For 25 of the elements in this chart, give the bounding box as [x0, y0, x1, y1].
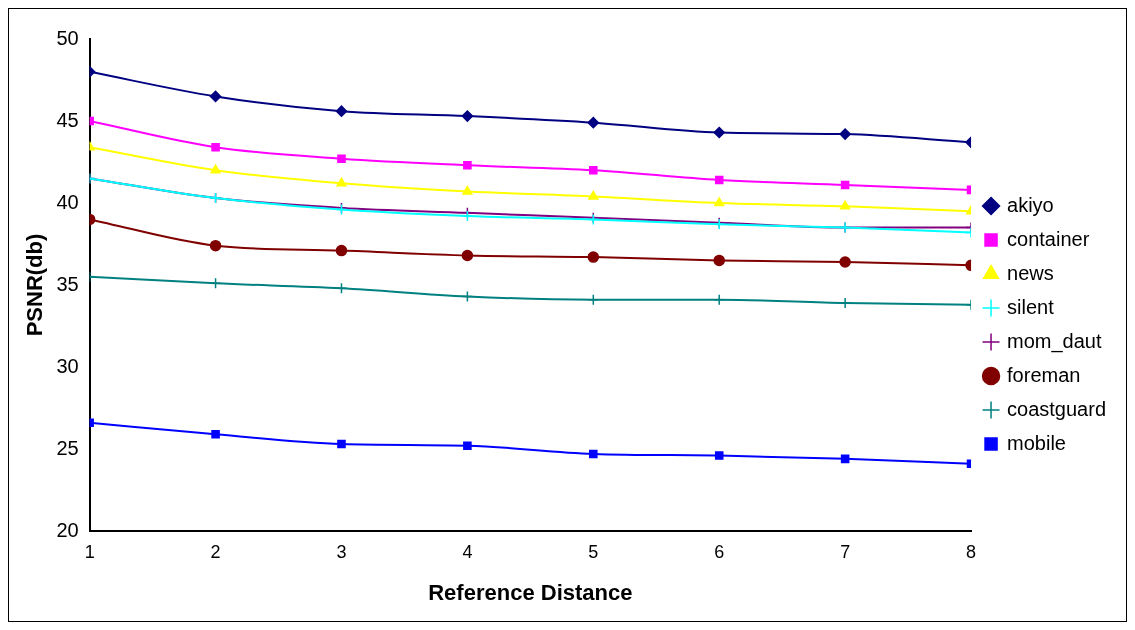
y-axis-title: PSNR(db) — [22, 233, 48, 337]
y-tick-label: 25 — [56, 436, 79, 459]
legend-label: akiyo — [1007, 193, 1054, 216]
x-axis-title: Reference Distance — [428, 579, 633, 605]
y-tick-label: 50 — [56, 26, 79, 49]
legend-label: container — [1007, 227, 1090, 250]
y-tick-label: 40 — [56, 190, 79, 213]
y-tick-label: 45 — [56, 108, 79, 131]
x-tick-label: 1 — [84, 541, 95, 562]
x-tick-label: 7 — [840, 541, 851, 562]
x-tick-label: 4 — [462, 541, 473, 562]
legend-label: silent — [1007, 295, 1055, 318]
y-tick-label: 30 — [56, 354, 79, 377]
x-tick-label: 5 — [588, 541, 599, 562]
legend-label: coastguard — [1007, 397, 1107, 420]
x-tick-label: 2 — [210, 541, 221, 562]
legend-label: mobile — [1007, 431, 1066, 454]
y-tick-label: 20 — [56, 518, 79, 541]
x-tick-label: 6 — [714, 541, 725, 562]
x-tick-label: 3 — [336, 541, 347, 562]
legend-label: news — [1007, 261, 1054, 284]
legend-label: mom_daut — [1007, 329, 1102, 353]
y-tick-label: 35 — [56, 272, 79, 295]
x-tick-label: 8 — [966, 541, 977, 562]
legend-label: foreman — [1007, 363, 1081, 386]
